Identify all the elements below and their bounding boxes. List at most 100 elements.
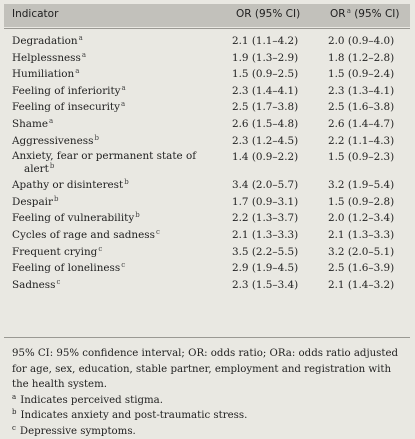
table-row: Feeling of vulnerabilityb 2.2 (1.3–3.7) 2.… <box>0 210 415 226</box>
or-cell: 1.9 (1.3–2.9) <box>232 50 298 66</box>
indicator-text: Frequent crying <box>12 246 97 258</box>
indicator-text: Apathy or disinterest <box>12 179 123 191</box>
indicator-footnote-mark: b <box>135 211 139 219</box>
indicator-cell: Humiliationa <box>12 66 79 82</box>
or-cell: 3.4 (2.0–5.7) <box>232 177 298 193</box>
indicator-cell: Sadnessc <box>12 277 60 293</box>
footnote-a-text: Indicates perceived stigma. <box>20 395 163 406</box>
indicator-footnote-mark: a <box>79 34 83 42</box>
indicator-footnote-mark: b <box>124 178 128 186</box>
indicator-text: Feeling of insecurity <box>12 101 120 113</box>
ora-cell: 2.3 (1.3–4.1) <box>328 83 394 99</box>
indicator-text: Aggressiveness <box>12 135 93 147</box>
indicator-cell: Feeling of lonelinessc <box>12 260 125 276</box>
indicator-text: Sadness <box>12 279 55 291</box>
ora-cell: 1.8 (1.2–2.8) <box>328 50 394 66</box>
indicator-cell: Helplessnessa <box>12 50 86 66</box>
indicator-cell: Apathy or disinterestb <box>12 177 129 193</box>
body-rule <box>4 337 410 338</box>
table-row: Despairb 1.7 (0.9–3.1) 1.5 (0.9–2.8) <box>0 194 415 210</box>
indicator-cell: Aggressivenessb <box>12 133 99 149</box>
indicator-cell: Shamea <box>12 116 53 132</box>
indicator-footnote-mark: c <box>56 278 60 286</box>
footnote-b: b Indicates anxiety and post-traumatic st… <box>12 408 407 424</box>
indicator-text: Feeling of vulnerability <box>12 212 134 224</box>
or-cell: 2.3 (1.2–4.5) <box>232 133 298 149</box>
indicator-text: Despair <box>12 196 53 208</box>
header-ora-sup: a <box>347 7 351 15</box>
or-cell: 3.5 (2.2–5.5) <box>232 244 298 260</box>
or-cell: 2.6 (1.5–4.8) <box>232 116 298 132</box>
ora-cell: 1.5 (0.9–2.8) <box>328 194 394 210</box>
or-cell: 1.4 (0.9–2.2) <box>232 149 298 165</box>
ora-cell: 3.2 (2.0–5.1) <box>328 244 394 260</box>
indicator-footnote-mark: a <box>82 51 86 59</box>
indicator-footnote-mark: c <box>121 261 125 269</box>
header-ora-label: OR <box>330 8 346 20</box>
table-row: Feeling of insecuritya 2.5 (1.7–3.8) 2.5 (… <box>0 99 415 115</box>
ora-cell: 2.1 (1.3–3.3) <box>328 227 394 243</box>
indicator-text: Degradation <box>12 35 78 47</box>
table-row: Apathy or disinterestb 3.4 (2.0–5.7) 3.2 (… <box>0 177 415 193</box>
or-cell: 2.3 (1.5–3.4) <box>232 277 298 293</box>
indicator-cell: Degradationa <box>12 33 83 49</box>
indicator-text: Cycles of rage and sadness <box>12 229 155 241</box>
header-rule <box>4 28 410 29</box>
table-row: Helplessnessa 1.9 (1.3–2.9) 1.8 (1.2–2.8) <box>0 50 415 66</box>
table-row: Frequent cryingc 3.5 (2.2–5.5) 3.2 (2.0–5.… <box>0 244 415 260</box>
indicator-cell: Feeling of inferioritya <box>12 83 126 99</box>
or-cell: 2.5 (1.7–3.8) <box>232 99 298 115</box>
table-row: Cycles of rage and sadnessc 2.1 (1.3–3.3)… <box>0 227 415 243</box>
ora-cell: 2.2 (1.1–4.3) <box>328 133 394 149</box>
or-cell: 2.9 (1.9–4.5) <box>232 260 298 276</box>
table-footnotes: 95% CI: 95% confidence interval; OR: odd… <box>12 346 407 439</box>
ora-cell: 2.6 (1.4–4.7) <box>328 116 394 132</box>
footnote-a: a Indicates perceived stigma. <box>12 393 407 409</box>
indicator-footnote-mark: b <box>50 162 54 170</box>
ora-cell: 2.1 (1.4–3.2) <box>328 277 394 293</box>
footnote-b-text: Indicates anxiety and post-traumatic str… <box>20 410 247 421</box>
indicator-cell: Cycles of rage and sadnessc <box>12 227 160 243</box>
or-cell: 2.2 (1.3–3.7) <box>232 210 298 226</box>
ora-cell: 2.5 (1.6–3.8) <box>328 99 394 115</box>
ora-cell: 1.5 (0.9–2.4) <box>328 66 394 82</box>
footnote-c-mark: c <box>12 424 16 432</box>
header-indicator: Indicator <box>12 8 58 20</box>
ora-cell: 2.0 (1.2–3.4) <box>328 210 394 226</box>
indicator-text: Shame <box>12 118 48 130</box>
footnote-c: c Depressive symptoms. <box>12 424 407 439</box>
ora-cell: 1.5 (0.9–2.3) <box>328 149 394 165</box>
indicator-footnote-mark: a <box>75 67 79 75</box>
footnote-a-mark: a <box>12 393 16 401</box>
header-or: OR (95% CI) <box>236 8 300 20</box>
table-row: Degradationa 2.1 (1.1–4.2) 2.0 (0.9–4.0) <box>0 33 415 49</box>
indicator-text-line1: Anxiety, fear or permanent state of <box>12 150 196 162</box>
indicator-text: Helplessness <box>12 52 81 64</box>
table-row: Shamea 2.6 (1.5–4.8) 2.6 (1.4–4.7) <box>0 116 415 132</box>
ora-cell: 2.0 (0.9–4.0) <box>328 33 394 49</box>
indicator-footnote-mark: c <box>98 245 102 253</box>
or-cell: 1.5 (0.9–2.5) <box>232 66 298 82</box>
footnote-abbreviations: 95% CI: 95% confidence interval; OR: odd… <box>12 346 407 393</box>
indicator-footnote-mark: c <box>156 228 160 236</box>
header-ora: ORa (95% CI) <box>330 8 400 20</box>
indicator-text: Feeling of inferiority <box>12 85 121 97</box>
indicator-line2-wrap: alertb <box>12 163 54 175</box>
ora-cell: 3.2 (1.9–5.4) <box>328 177 394 193</box>
table-row: Aggressivenessb 2.3 (1.2–4.5) 2.2 (1.1–4.3… <box>0 133 415 149</box>
footnote-c-text: Depressive symptoms. <box>20 426 136 437</box>
indicator-cell: Despairb <box>12 194 58 210</box>
or-cell: 2.1 (1.1–4.2) <box>232 33 298 49</box>
indicator-text: Humiliation <box>12 68 74 80</box>
indicator-footnote-mark: a <box>121 100 125 108</box>
header-ora-tail: (95% CI) <box>354 8 399 20</box>
or-cell: 1.7 (0.9–3.1) <box>232 194 298 210</box>
indicator-cell: Frequent cryingc <box>12 244 102 260</box>
table-row: Humiliationa 1.5 (0.9–2.5) 1.5 (0.9–2.4) <box>0 66 415 82</box>
footnote-b-mark: b <box>12 408 16 416</box>
